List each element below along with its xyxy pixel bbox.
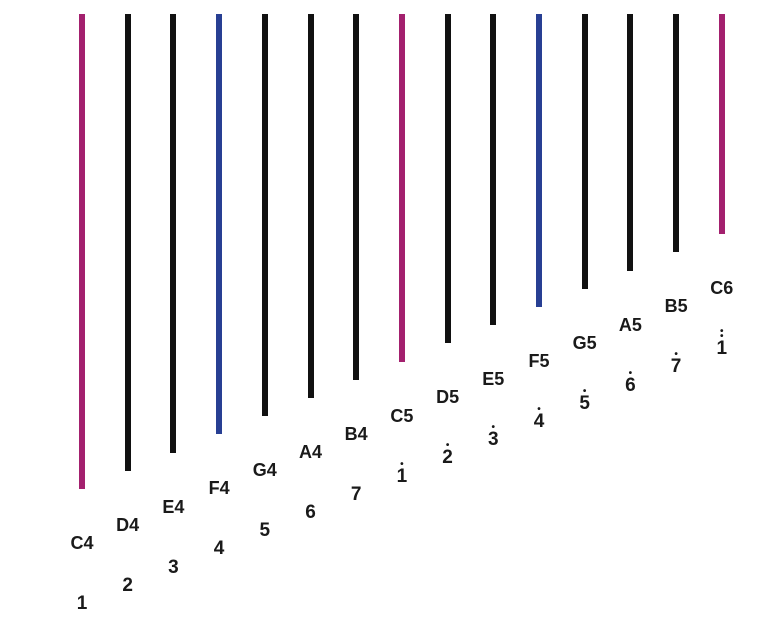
- tine-d5: [444, 14, 451, 344]
- note-label: D4: [116, 514, 140, 535]
- octave-dot-icon: •: [491, 422, 496, 434]
- number-label: 2: [122, 574, 133, 596]
- note-label: G5: [572, 332, 597, 353]
- number-notation: 1: [77, 594, 88, 613]
- octave-dot-icon: •: [628, 367, 633, 379]
- tine-c6: [718, 14, 725, 235]
- octave-dot-icon: •: [537, 404, 541, 415]
- note-label: F5: [528, 351, 550, 371]
- number-notation: 3: [168, 558, 179, 577]
- number-label: 1: [76, 593, 88, 614]
- number-notation: • 3: [488, 422, 499, 451]
- number-notation: • • 1: [716, 326, 728, 360]
- number-notation: • 5: [579, 385, 590, 414]
- tine-g4: [261, 14, 268, 417]
- tine-g5: [581, 14, 588, 289]
- number-notation: 5: [260, 521, 271, 540]
- note-label: C5: [390, 405, 414, 426]
- number-label: 5: [259, 520, 271, 542]
- note-label: A4: [298, 442, 323, 462]
- octave-dot-icon: •: [400, 458, 404, 470]
- number-label: 3: [488, 429, 499, 451]
- octave-dot-icon: • •: [720, 326, 724, 343]
- note-label: D5: [436, 387, 460, 408]
- note-label: C4: [70, 533, 94, 553]
- note-label: C6: [710, 278, 734, 299]
- note-label: G4: [252, 460, 277, 481]
- number-label: 4: [213, 538, 225, 560]
- note-label: B4: [344, 423, 368, 444]
- tine-c5: [398, 14, 405, 362]
- tine-e5: [490, 14, 497, 326]
- note-label: F4: [208, 478, 230, 499]
- number-notation: 6: [305, 503, 316, 522]
- tine-d4: [124, 14, 131, 471]
- number-notation: • 1: [396, 458, 408, 487]
- tine-e4: [170, 14, 177, 453]
- tine-a4: [307, 14, 314, 398]
- octave-dot-icon: •: [674, 349, 678, 361]
- number-label: 6: [305, 502, 316, 523]
- note-label: E5: [482, 369, 505, 390]
- number-label: 3: [168, 556, 179, 578]
- number-label: 7: [670, 356, 682, 378]
- number-label: 6: [625, 374, 636, 396]
- number-notation: • 7: [670, 349, 682, 378]
- tine-b4: [353, 14, 360, 380]
- octave-dot-icon: •: [445, 440, 450, 452]
- number-label: 2: [442, 447, 453, 469]
- number-notation: 2: [122, 576, 133, 595]
- number-notation: • 6: [625, 367, 636, 396]
- number-notation: 4: [214, 539, 225, 558]
- number-label: 1: [716, 338, 728, 360]
- note-label: A5: [618, 314, 642, 335]
- number-label: 7: [350, 483, 362, 505]
- tine-f4: [216, 14, 223, 435]
- number-label: 1: [396, 465, 408, 487]
- number-label: 5: [579, 392, 590, 414]
- note-label: B5: [664, 296, 688, 317]
- number-notation: • 4: [533, 404, 545, 432]
- number-notation: • 2: [442, 440, 453, 469]
- note-label: E4: [162, 496, 185, 517]
- octave-dot-icon: •: [582, 385, 587, 397]
- tine-f5: [536, 14, 542, 307]
- tine-b5: [673, 14, 680, 253]
- number-notation: 7: [351, 485, 362, 504]
- tine-c4: [79, 14, 85, 489]
- number-label: 4: [533, 411, 545, 432]
- tine-a5: [627, 14, 634, 271]
